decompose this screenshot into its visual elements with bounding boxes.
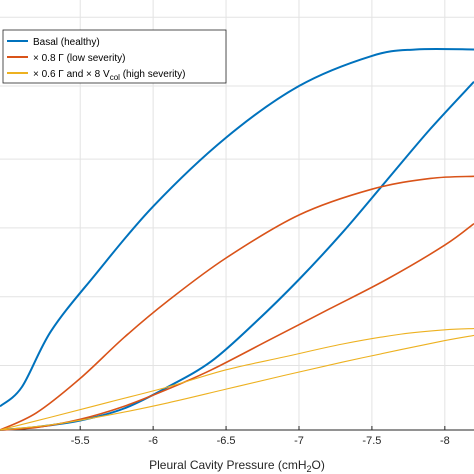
axes [0,426,474,431]
series-3-upper-branch [0,327,474,431]
x-tick-label: -7 [294,435,304,447]
x-tick-label: -8 [440,435,450,447]
legend-box [2,29,227,84]
series-2-upper-branch [0,175,474,431]
x-tick-label: -6.5 [217,435,236,447]
x-tick-labels: -5.5 -6 -6.5 -7 -7.5 -8 [71,435,450,447]
legend-entry: × 0.8 Γ (low severity) [33,53,125,64]
legend-entry: Basal (healthy) [33,37,100,48]
series-2-lower-branch [0,222,474,431]
legend-entry: × 0.6 Γ and × 8 Vcol (high severity) [33,69,186,82]
series-3-lower-branch [0,334,474,431]
series-1-upper-branch [0,47,474,408]
x-tick-label: -5.5 [71,435,90,447]
legend: Basal (healthy) × 0.8 Γ (low severity) × 0… [2,29,227,84]
x-tick-label: -7.5 [362,435,381,447]
x-tick-label: -6 [148,435,158,447]
x-axis-label: Pleural Cavity Pressure (cmH2O) [149,458,325,474]
series-lines [0,47,474,431]
series-1-lower-branch [0,81,474,431]
